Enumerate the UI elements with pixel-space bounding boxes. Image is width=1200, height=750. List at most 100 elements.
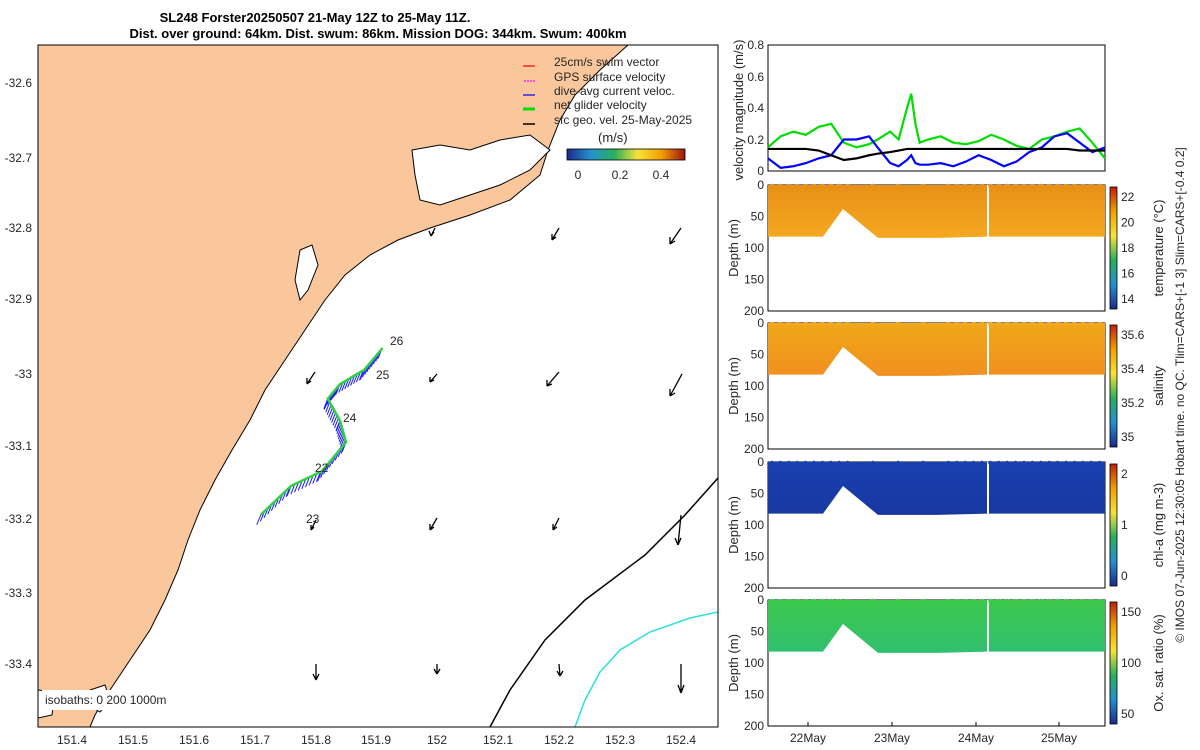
current-vector bbox=[334, 417, 339, 429]
vel-ytick: 0.6 bbox=[747, 70, 764, 84]
surface-sample bbox=[837, 460, 842, 466]
surface-sample bbox=[811, 321, 817, 327]
surface-sample bbox=[811, 460, 817, 466]
velocity-series-line bbox=[768, 147, 1105, 162]
surface-sample bbox=[786, 183, 791, 189]
surface-sample bbox=[1072, 460, 1077, 466]
isobath-legend: isobaths: 0 200 1000m bbox=[45, 693, 166, 707]
surface-sample bbox=[1063, 321, 1069, 327]
depth-tick: 150 bbox=[744, 688, 764, 702]
surface-sample bbox=[1063, 598, 1069, 604]
surface-sample bbox=[1072, 598, 1077, 604]
lon-tick: 151.6 bbox=[179, 733, 209, 747]
map-frame bbox=[37, 44, 719, 728]
surface-sample bbox=[1030, 460, 1035, 466]
surface-sample bbox=[1030, 321, 1035, 327]
surface-sample bbox=[1005, 598, 1010, 604]
surface-sample bbox=[1005, 321, 1010, 327]
surface-sample bbox=[996, 183, 1001, 189]
surface-sample bbox=[870, 183, 875, 189]
lon-tick: 151.4 bbox=[57, 733, 87, 747]
colorbar-tick: 0.4 bbox=[653, 168, 670, 182]
velocity-ylabel: velocity magnitude (m/s) bbox=[731, 40, 746, 181]
geo-arrow bbox=[310, 519, 317, 531]
legend-entry: sfc geo. vel. 25-May-2025 bbox=[523, 113, 692, 127]
surface-sample bbox=[803, 183, 808, 189]
lon-tick: 152.3 bbox=[605, 733, 635, 747]
colorbar-tick: 0.2 bbox=[612, 168, 629, 182]
day-label: 26 bbox=[390, 334, 404, 348]
surface-sample bbox=[828, 183, 833, 189]
surface-sample bbox=[820, 321, 825, 327]
section-colorbar bbox=[1109, 186, 1118, 310]
section-field bbox=[768, 185, 1105, 238]
surface-sample bbox=[1013, 598, 1018, 604]
colorbar-label: temperature (°C) bbox=[1151, 200, 1166, 297]
geo-arrow bbox=[546, 371, 560, 387]
colorbar-tick: 35.4 bbox=[1121, 362, 1145, 376]
current-vector bbox=[328, 407, 334, 418]
surface-sample bbox=[996, 460, 1001, 466]
surface-sample bbox=[803, 321, 808, 327]
section-panel-oxygen: 0 50 100 150 200 Depth (m) 50 100 150 Ox. sat. ra… bbox=[726, 593, 1166, 733]
surface-sample bbox=[778, 321, 783, 327]
map-panel: 26 25 24 22 23 -32.6 -32.7 -32.8 -32.9 -… bbox=[5, 44, 719, 747]
lat-tick: -33 bbox=[15, 367, 33, 381]
surface-sample bbox=[954, 460, 959, 466]
isobath-200m bbox=[489, 477, 718, 727]
legend-label: dive-avg current veloc. bbox=[554, 84, 675, 98]
lat-tick: -32.8 bbox=[5, 221, 33, 235]
surface-sample bbox=[1072, 183, 1077, 189]
lat-ticks: -32.6 -32.7 -32.8 -32.9 -33 -33.1 -33.2 … bbox=[5, 76, 33, 671]
surface-sample bbox=[1038, 321, 1044, 327]
surface-sample bbox=[921, 598, 926, 604]
lake bbox=[294, 244, 319, 302]
surface-sample bbox=[1005, 183, 1010, 189]
current-vector bbox=[332, 415, 338, 426]
surface-sample bbox=[921, 460, 926, 466]
surface-sample bbox=[769, 321, 775, 327]
surface-sample bbox=[963, 460, 968, 466]
surface-sample bbox=[996, 321, 1001, 327]
lon-tick: 151.9 bbox=[361, 733, 391, 747]
surface-sample bbox=[1013, 183, 1018, 189]
surface-sample bbox=[837, 183, 842, 189]
surface-sample bbox=[1063, 183, 1069, 189]
current-vector bbox=[331, 412, 337, 423]
footer-credit: © IMOS 07-Jun-2025 12:30:05 Hobart time.… bbox=[1173, 147, 1187, 643]
surface-sample bbox=[971, 183, 976, 189]
surface-sample bbox=[1030, 183, 1035, 189]
surface-sample bbox=[1021, 183, 1027, 189]
lon-tick: 152.4 bbox=[666, 733, 696, 747]
colorbar-tick: 14 bbox=[1121, 292, 1135, 306]
current-vector bbox=[256, 514, 262, 525]
geo-arrow bbox=[429, 373, 438, 383]
geo-velocity-arrows bbox=[306, 227, 685, 694]
depth-tick: 0 bbox=[757, 178, 764, 192]
surface-sample bbox=[1097, 183, 1102, 189]
surface-sample bbox=[1013, 460, 1018, 466]
lat-tick: -32.7 bbox=[5, 151, 33, 165]
surface-sample bbox=[828, 598, 833, 604]
current-vector bbox=[323, 398, 329, 409]
section-colorbar bbox=[1109, 601, 1118, 725]
depth-tick: 100 bbox=[744, 518, 764, 532]
section-panel-chl-a: 0 50 100 150 200 Depth (m) 0 1 2 chl-a (mg m-3) bbox=[726, 455, 1166, 595]
depth-tick: 100 bbox=[744, 379, 764, 393]
lon-tick: 152 bbox=[427, 733, 447, 747]
surface-sample bbox=[1038, 183, 1044, 189]
surface-sample bbox=[786, 321, 791, 327]
colorbar-tick: 16 bbox=[1121, 267, 1135, 281]
lon-tick: 152.1 bbox=[483, 733, 513, 747]
surface-sample bbox=[828, 321, 833, 327]
lon-tick: 151.7 bbox=[240, 733, 270, 747]
depth-tick: 150 bbox=[744, 273, 764, 287]
surface-sample bbox=[979, 598, 985, 604]
surface-sample bbox=[1097, 598, 1102, 604]
depth-label: Depth (m) bbox=[726, 496, 741, 554]
vel-ytick: 0.2 bbox=[747, 133, 764, 147]
title-line-2: Dist. over ground: 64km. Dist. swum: 86k… bbox=[129, 26, 626, 41]
surface-sample bbox=[786, 598, 791, 604]
surface-sample bbox=[1080, 460, 1086, 466]
surface-sample bbox=[1055, 321, 1060, 327]
